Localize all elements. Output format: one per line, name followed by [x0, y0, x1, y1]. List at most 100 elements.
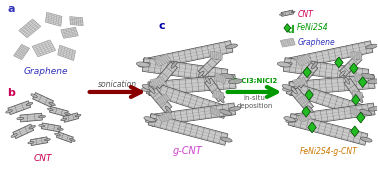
Ellipse shape	[153, 82, 160, 89]
Ellipse shape	[136, 62, 150, 67]
Ellipse shape	[49, 102, 55, 106]
Polygon shape	[63, 113, 79, 122]
Ellipse shape	[6, 110, 12, 113]
Ellipse shape	[17, 117, 24, 120]
Ellipse shape	[65, 113, 70, 115]
Ellipse shape	[286, 118, 297, 123]
Polygon shape	[285, 41, 373, 70]
Ellipse shape	[311, 62, 318, 69]
Text: CNT: CNT	[297, 10, 313, 19]
Ellipse shape	[277, 62, 291, 67]
Polygon shape	[344, 78, 364, 102]
Ellipse shape	[45, 139, 50, 141]
Ellipse shape	[28, 141, 34, 144]
Polygon shape	[33, 93, 54, 107]
Ellipse shape	[356, 54, 362, 60]
Ellipse shape	[138, 62, 150, 67]
Text: deposition: deposition	[236, 103, 273, 109]
Polygon shape	[296, 54, 312, 66]
Ellipse shape	[205, 77, 211, 84]
Polygon shape	[149, 87, 172, 112]
Ellipse shape	[361, 74, 375, 79]
Polygon shape	[155, 94, 170, 105]
Ellipse shape	[219, 96, 224, 103]
Ellipse shape	[291, 11, 295, 13]
Ellipse shape	[368, 107, 378, 111]
Ellipse shape	[284, 117, 295, 122]
Text: Graphene: Graphene	[24, 67, 68, 76]
Polygon shape	[158, 112, 173, 122]
Ellipse shape	[366, 44, 378, 49]
Polygon shape	[356, 112, 365, 123]
Ellipse shape	[282, 86, 296, 91]
Polygon shape	[14, 44, 29, 60]
Ellipse shape	[144, 117, 155, 122]
Polygon shape	[351, 51, 362, 60]
Ellipse shape	[142, 84, 155, 90]
Ellipse shape	[307, 106, 313, 113]
Ellipse shape	[166, 106, 172, 113]
Ellipse shape	[215, 54, 222, 60]
Polygon shape	[150, 77, 166, 87]
Text: a: a	[7, 4, 15, 14]
Polygon shape	[150, 103, 235, 126]
Text: CNT: CNT	[34, 154, 52, 163]
Ellipse shape	[295, 82, 301, 89]
Polygon shape	[58, 45, 76, 61]
Ellipse shape	[280, 62, 292, 67]
Polygon shape	[154, 54, 171, 66]
Polygon shape	[13, 124, 34, 139]
Text: b: b	[7, 88, 15, 98]
Polygon shape	[153, 62, 178, 89]
Ellipse shape	[367, 79, 378, 84]
Polygon shape	[358, 77, 367, 87]
Polygon shape	[283, 58, 369, 83]
Polygon shape	[61, 27, 78, 38]
Polygon shape	[148, 113, 228, 145]
Polygon shape	[143, 40, 233, 71]
Ellipse shape	[141, 86, 155, 91]
Polygon shape	[280, 38, 295, 47]
Polygon shape	[214, 73, 226, 84]
Polygon shape	[284, 24, 291, 32]
Polygon shape	[50, 107, 68, 117]
Polygon shape	[298, 112, 311, 122]
Text: sonication: sonication	[98, 80, 137, 89]
Polygon shape	[291, 103, 375, 126]
Text: in-situ: in-situ	[243, 95, 265, 101]
Polygon shape	[41, 123, 61, 132]
Text: c: c	[158, 21, 165, 31]
Ellipse shape	[149, 87, 155, 94]
Ellipse shape	[220, 74, 234, 79]
Polygon shape	[302, 106, 310, 117]
Polygon shape	[212, 90, 224, 100]
Text: FeNi2S4: FeNi2S4	[297, 23, 329, 32]
Polygon shape	[30, 137, 48, 146]
Polygon shape	[210, 107, 221, 117]
Polygon shape	[286, 81, 368, 118]
Polygon shape	[289, 75, 375, 96]
Ellipse shape	[57, 128, 63, 130]
Ellipse shape	[26, 102, 33, 106]
Ellipse shape	[39, 125, 45, 127]
Ellipse shape	[229, 107, 241, 111]
Text: g-CNT: g-CNT	[173, 146, 203, 156]
Polygon shape	[288, 113, 368, 145]
Ellipse shape	[361, 137, 372, 142]
Ellipse shape	[29, 125, 36, 129]
Polygon shape	[8, 101, 31, 115]
Polygon shape	[297, 94, 310, 105]
Polygon shape	[339, 54, 362, 76]
Polygon shape	[148, 75, 236, 96]
Ellipse shape	[70, 139, 75, 141]
Ellipse shape	[291, 87, 297, 94]
Polygon shape	[205, 78, 225, 102]
Ellipse shape	[11, 134, 17, 137]
Ellipse shape	[145, 118, 157, 123]
Polygon shape	[198, 54, 222, 77]
Ellipse shape	[198, 71, 204, 77]
Ellipse shape	[220, 109, 232, 115]
Ellipse shape	[226, 44, 237, 49]
Ellipse shape	[358, 96, 363, 103]
Polygon shape	[211, 51, 222, 60]
